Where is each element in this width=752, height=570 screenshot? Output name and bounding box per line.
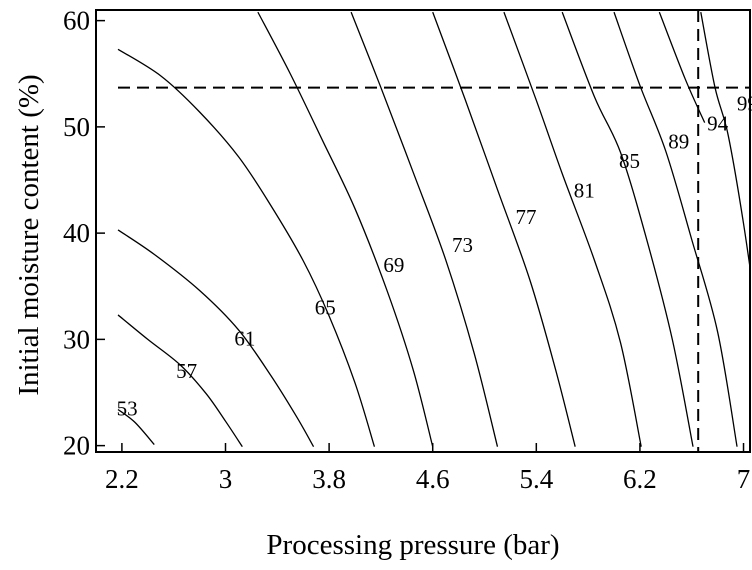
contour-label-73: 73 xyxy=(452,233,473,257)
x-axis-ticks: 2.2 3 3.8 4.6 5.4 6.2 7 xyxy=(105,443,750,494)
y-tick-label: 30 xyxy=(63,324,90,354)
contour-line-61 xyxy=(117,229,315,448)
contour-label-94: 94 xyxy=(707,112,729,136)
contour-line-57 xyxy=(117,314,243,448)
contour-line-77 xyxy=(432,11,576,447)
y-tick-label: 50 xyxy=(63,112,90,142)
contour-line-99 xyxy=(700,12,750,272)
y-tick-label: 60 xyxy=(63,6,90,36)
contour-label-65: 65 xyxy=(315,295,336,319)
contour-line-89 xyxy=(613,11,738,447)
x-tick-label: 2.2 xyxy=(105,464,139,494)
contour-line-65 xyxy=(117,48,376,447)
contour-line-94 xyxy=(658,11,706,123)
reference-lines xyxy=(118,10,750,452)
contour-label-89: 89 xyxy=(668,130,689,154)
contour-label-85: 85 xyxy=(619,149,640,173)
y-tick-label: 20 xyxy=(63,431,90,461)
contour-label-81: 81 xyxy=(574,179,595,203)
x-axis-label: Processing pressure (bar) xyxy=(266,529,559,561)
x-tick-label: 6.2 xyxy=(623,464,657,494)
y-axis-label: Initial moisture content (%) xyxy=(13,74,45,395)
y-axis-ticks: 20 30 40 50 60 xyxy=(63,6,105,461)
contour-line-81 xyxy=(503,11,642,447)
contour-labels: 53 57 61 65 69 73 77 81 85 89 94 99 xyxy=(117,91,752,420)
contour-label-77: 77 xyxy=(515,205,536,229)
contour-label-99: 99 xyxy=(737,91,752,115)
x-tick-label: 3.8 xyxy=(312,464,346,494)
contour-label-53: 53 xyxy=(117,396,138,420)
contour-lines xyxy=(117,11,750,448)
contour-label-69: 69 xyxy=(383,253,404,277)
contour-line-85 xyxy=(561,11,694,447)
x-tick-label: 3 xyxy=(219,464,233,494)
plot-frame xyxy=(95,9,751,453)
x-tick-label: 7 xyxy=(737,464,751,494)
contour-line-69 xyxy=(257,11,434,447)
y-tick-label: 40 xyxy=(63,218,90,248)
contour-label-61: 61 xyxy=(234,326,255,350)
contour-line-73 xyxy=(350,11,499,447)
contour-line-53 xyxy=(117,408,155,445)
x-tick-label: 4.6 xyxy=(416,464,450,494)
contour-label-57: 57 xyxy=(176,359,197,383)
x-tick-label: 5.4 xyxy=(519,464,553,494)
